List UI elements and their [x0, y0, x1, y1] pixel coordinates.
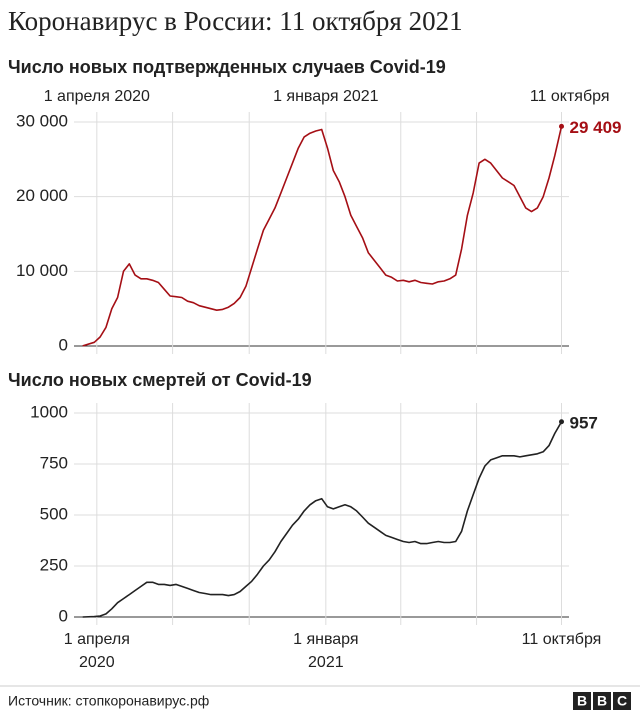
source: Источник: стопкоронавирус.рф: [8, 693, 209, 709]
data-line: [82, 126, 563, 347]
y-tick-label: 250: [40, 555, 68, 574]
value-label: 957: [570, 413, 598, 432]
value-label: 29 409: [570, 118, 622, 137]
y-tick-label: 20 000: [16, 186, 68, 205]
chart-title: Число новых подтвержденных случаев Covid…: [8, 57, 446, 77]
y-tick-label: 0: [59, 335, 68, 354]
x-tick-label: 11 октября: [530, 88, 610, 105]
x-tick-line: 1 апреля: [64, 631, 130, 648]
logo-letter: C: [617, 693, 627, 709]
logo-letter: B: [597, 693, 607, 709]
data-line: [82, 421, 563, 618]
page-title: Коронавирус в России: 11 октября 2021: [8, 6, 463, 36]
logo-letter: B: [577, 693, 587, 709]
y-tick-label: 10 000: [16, 261, 68, 280]
y-tick-label: 750: [40, 453, 68, 472]
y-tick-label: 500: [40, 504, 68, 523]
x-tick-line: 1 января: [293, 631, 358, 648]
end-dot: [559, 123, 565, 129]
logo-box: [593, 692, 611, 710]
x-tick-label: 1 апреля 2020: [44, 88, 150, 105]
x-tick-label: 1 января 2021: [273, 88, 379, 105]
logo-box: [613, 692, 631, 710]
logo-box: [573, 692, 591, 710]
logo: B B C: [573, 692, 631, 710]
end-dot: [559, 419, 565, 425]
y-tick-label: 30 000: [16, 111, 68, 130]
x-tick-line: 2021: [308, 654, 344, 671]
y-tick-label: 1000: [30, 402, 68, 421]
x-tick-label: 11 октября: [522, 631, 602, 648]
y-tick-label: 0: [59, 606, 68, 625]
chart-title: Число новых смертей от Covid-19: [8, 370, 312, 390]
x-tick-label: 1 января 2021: [293, 631, 358, 671]
x-tick-label: 1 апреля 2020: [64, 631, 130, 671]
x-tick-line: 2020: [79, 654, 115, 671]
